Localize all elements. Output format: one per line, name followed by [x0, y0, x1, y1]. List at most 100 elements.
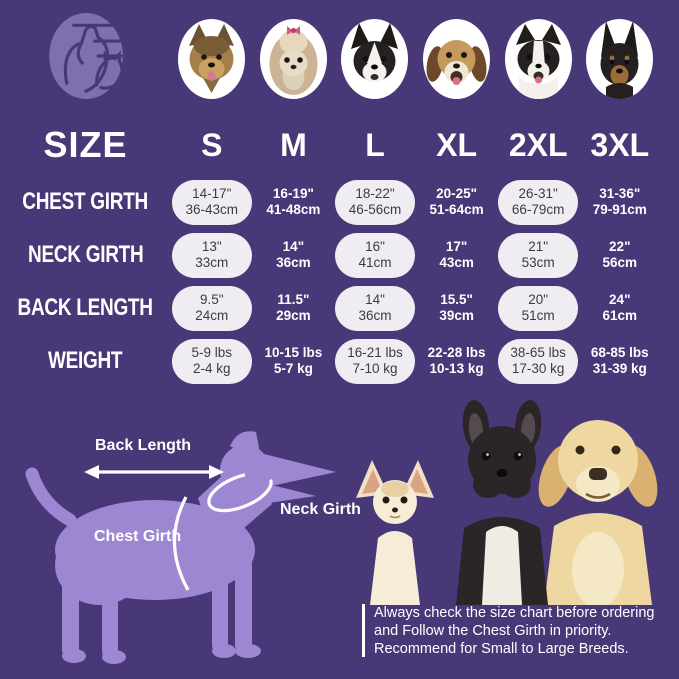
cell-weight-2xl: 38-65 lbs 17-30 kg [498, 338, 579, 384]
measurement-cm: 33cm [195, 255, 229, 270]
measurement-inches: 14-17" [192, 185, 232, 201]
measurement-cm: 56cm [602, 255, 638, 270]
cell-chest-3xl: 31-36" 79-91cm [580, 180, 660, 225]
measurement-cm: 36-43cm [185, 202, 239, 217]
dog-photo-border-collie [504, 18, 572, 99]
weight-kg: 5-7 kg [273, 361, 313, 376]
chest-girth-label: Chest Girth [94, 528, 182, 545]
cell-chest-s: 14-17" 36-43cm [171, 179, 252, 225]
weight-kg: 31-39 kg [592, 361, 647, 376]
note-accent-bar [362, 604, 365, 657]
measurement-inches: 16-19" [272, 185, 314, 201]
measurement-inches: 18-22" [355, 185, 395, 201]
cell-chest-m: 16-19" 41-48cm [253, 180, 333, 225]
row-neck-girth: NECK GIRTH 13" 33cm 14" 36cm 16" 41cm 17" 43… [0, 232, 679, 278]
row-chest-girth: CHEST GIRTH 14-17" 36-43cm 16-19" 41-48cm … [0, 179, 679, 225]
dog-measurement-diagram [25, 431, 336, 664]
yorkshire-terrier-icon [189, 23, 235, 93]
weight-lbs: 16-21 lbs [347, 344, 403, 360]
sizing-note: Always check the size chart before order… [362, 604, 654, 658]
cell-back-l: 14" 36cm [334, 285, 415, 331]
note-line-3: Recommend for Small to Large Breeds. [374, 641, 629, 658]
weight-kg: 2-4 kg [193, 361, 231, 376]
dog-and-cat-logo-icon [48, 13, 125, 99]
measurement-cm: 79-91cm [592, 202, 647, 217]
dog-photo-boston-terrier [341, 18, 409, 99]
measurement-cm: 43cm [439, 255, 474, 270]
cell-back-m: 11.5" 29cm [253, 286, 333, 331]
cell-back-xl: 15.5" 39cm [417, 286, 497, 331]
boston-terrier-icon [351, 22, 399, 82]
dog-photo-yorkshire-terrier [178, 18, 246, 99]
cell-neck-s: 13" 33cm [171, 232, 252, 278]
measurement-cm: 41-48cm [266, 202, 321, 217]
arrow-heads [84, 465, 224, 479]
chihuahua-photo [356, 460, 434, 605]
brand-logo [42, 6, 130, 111]
cell-weight-m: 10-15 lbs 5-7 kg [253, 339, 333, 384]
cell-weight-xl: 22-28 lbs 10-13 kg [417, 339, 497, 384]
measurement-cm: 61cm [602, 308, 638, 323]
row-label-neck-girth: NECK GIRTH [27, 241, 144, 268]
cell-chest-l: 18-22" 46-56cm [334, 179, 415, 225]
neck-girth-label: Neck Girth [280, 501, 361, 518]
cell-weight-s: 5-9 lbs 2-4 kg [171, 338, 252, 384]
dog-silhouette [25, 431, 336, 664]
measurement-cm: 36cm [276, 255, 311, 270]
measurement-inches: 15.5" [440, 291, 473, 307]
french-bulldog-photo [456, 400, 548, 605]
measurement-cm: 39cm [439, 308, 474, 323]
chest-girth-arc [172, 496, 190, 591]
measurement-inches: 31-36" [599, 185, 641, 201]
weight-lbs: 68-85 lbs [590, 344, 649, 360]
row-back-length: BACK LENGTH 9.5" 24cm 11.5" 29cm 14" 36cm 1… [0, 285, 679, 331]
weight-kg: 17-30 kg [511, 361, 565, 376]
size-s: S [201, 126, 223, 163]
weight-lbs: 5-9 lbs [191, 344, 233, 360]
cell-neck-3xl: 22" 56cm [580, 233, 660, 278]
row-label-back-length: BACK LENGTH [17, 294, 154, 321]
cell-back-3xl: 24" 61cm [580, 286, 660, 331]
cell-neck-xl: 17" 43cm [417, 233, 497, 278]
measurement-inches: 20-25" [436, 185, 478, 201]
measurement-inches: 20" [528, 291, 549, 307]
dog-photo-doberman [586, 18, 654, 99]
note-line-2: and Follow the Chest Girth in priority. [374, 623, 612, 640]
header-row [0, 6, 679, 108]
measurement-inches: 16" [365, 238, 385, 254]
cell-back-s: 9.5" 24cm [171, 285, 252, 331]
weight-lbs: 10-15 lbs [264, 344, 323, 360]
measurement-inches: 9.5" [200, 291, 224, 307]
border-collie-icon [515, 23, 561, 99]
cell-neck-2xl: 21" 53cm [498, 232, 579, 278]
measurement-inches: 14" [365, 291, 385, 307]
weight-lbs: 38-65 lbs [510, 344, 566, 360]
dog-photo-shih-tzu [259, 18, 327, 99]
labrador-retriever-photo [538, 420, 658, 605]
cell-neck-l: 16" 41cm [334, 232, 415, 278]
weight-kg: 7-10 kg [352, 361, 398, 376]
measurement-inches: 22" [609, 238, 631, 254]
size-header-row: SIZE S M L XL 2XL 3XL [0, 124, 679, 166]
weight-kg: 10-13 kg [429, 361, 484, 376]
cell-back-2xl: 20" 51cm [498, 285, 579, 331]
size-column-header: SIZE [43, 124, 128, 165]
cell-weight-l: 16-21 lbs 7-10 kg [334, 338, 415, 384]
measurement-cm: 46-56cm [348, 202, 402, 217]
measurement-inches: 17" [445, 238, 468, 254]
size-xl: XL [436, 126, 478, 163]
measurement-cm: 51-64cm [429, 202, 484, 217]
measurement-inches: 24" [609, 291, 631, 307]
beagle-icon [426, 39, 487, 85]
measurement-cm: 41cm [358, 255, 392, 270]
row-label-chest-girth: CHEST GIRTH [22, 188, 149, 215]
measurement-inches: 13" [201, 238, 222, 254]
size-m: M [280, 126, 307, 163]
size-l: L [365, 126, 385, 163]
measurement-cm: 53cm [521, 255, 555, 270]
row-label-weight: WEIGHT [48, 347, 123, 374]
measurement-cm: 66-79cm [511, 202, 565, 217]
measurement-cm: 36cm [358, 308, 392, 323]
measurement-inches: 26-31" [518, 185, 558, 201]
size-2xl: 2XL [508, 126, 568, 163]
